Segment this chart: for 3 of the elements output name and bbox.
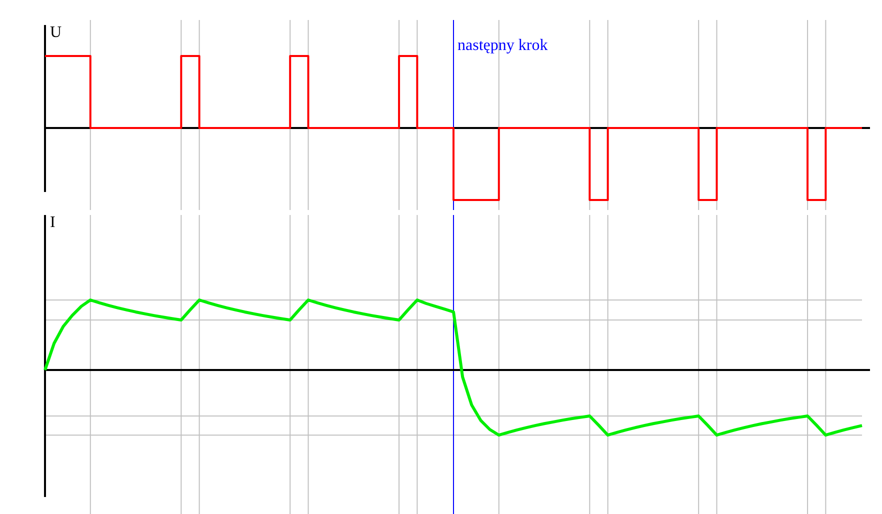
y-axis-title: I xyxy=(50,214,56,231)
text: następny krok xyxy=(458,37,548,54)
y-axis-title: U xyxy=(50,24,62,41)
